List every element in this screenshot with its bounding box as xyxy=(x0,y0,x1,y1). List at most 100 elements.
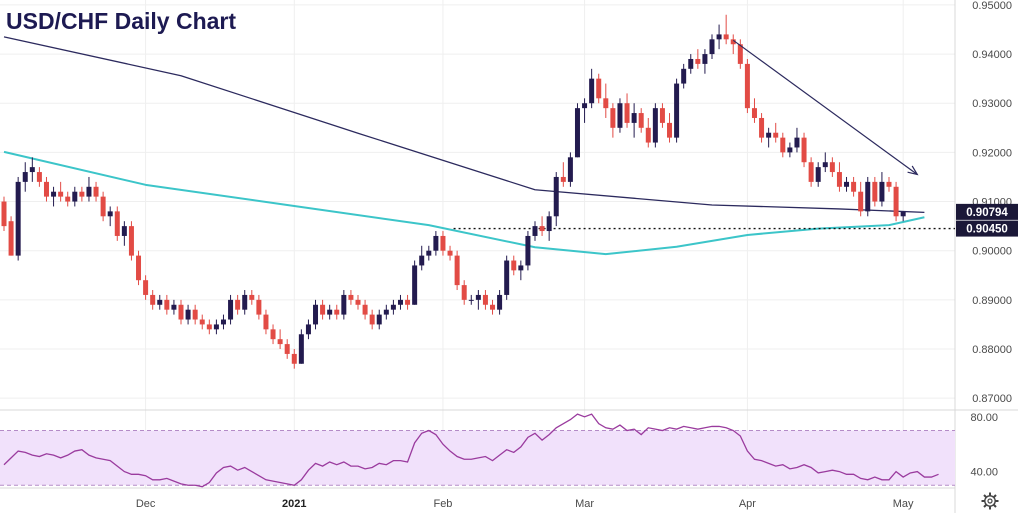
gear-icon[interactable] xyxy=(980,491,1000,511)
candle-body xyxy=(1,201,7,227)
candle-body xyxy=(43,181,49,197)
candle-body xyxy=(348,294,354,300)
candle-body xyxy=(192,309,198,320)
candle-body xyxy=(900,211,906,217)
price-label-text: 0.90794 xyxy=(966,207,1008,219)
candle-body xyxy=(801,137,807,163)
time-tick-label: May xyxy=(893,498,914,510)
candle-body xyxy=(150,294,156,305)
candle-body xyxy=(681,68,687,84)
candle-body xyxy=(702,54,708,64)
candle-body xyxy=(461,285,467,300)
candle-body xyxy=(829,162,835,173)
candle-body xyxy=(617,103,623,128)
candle-body xyxy=(114,211,120,236)
rsi-tick-label: 80.00 xyxy=(970,412,998,424)
candle-body xyxy=(171,304,177,310)
candle-body xyxy=(546,216,552,232)
candle-body xyxy=(447,250,453,256)
candle-body xyxy=(645,127,651,143)
candle-body xyxy=(284,344,290,354)
candle-body xyxy=(468,299,474,301)
candle-body xyxy=(256,299,262,315)
candle-body xyxy=(652,108,658,143)
candle-body xyxy=(716,34,722,40)
time-tick-label: Dec xyxy=(136,498,156,510)
price-tick-label: 0.88000 xyxy=(972,344,1012,356)
price-tick-label: 0.93000 xyxy=(972,98,1012,110)
candle-body xyxy=(553,176,559,217)
candle-body xyxy=(886,181,892,187)
price-tick-label: 0.95000 xyxy=(972,0,1012,12)
candle-body xyxy=(532,226,538,236)
candle-body xyxy=(72,191,78,202)
candle-body xyxy=(631,113,637,123)
candle-body xyxy=(390,304,396,310)
candle-body xyxy=(313,304,319,325)
candle-body xyxy=(320,304,326,315)
candle-body xyxy=(369,314,375,325)
candle-body xyxy=(228,299,234,320)
price-label-text: 0.90450 xyxy=(966,224,1008,236)
candle-body xyxy=(242,294,248,310)
candle-body xyxy=(419,255,425,266)
candle-body xyxy=(603,98,609,109)
candle-body xyxy=(582,103,588,109)
candle-body xyxy=(744,63,750,109)
price-tick-label: 0.87000 xyxy=(972,393,1012,405)
candle-body xyxy=(759,117,765,138)
candle-body xyxy=(412,265,418,305)
candle-body xyxy=(766,132,772,138)
candle-body xyxy=(475,294,481,300)
rsi-line xyxy=(3,413,939,488)
candle-body xyxy=(596,78,602,99)
candle-body xyxy=(525,235,531,266)
candle-body xyxy=(490,304,496,310)
candle-body xyxy=(51,191,57,197)
candle-body xyxy=(305,324,311,335)
candle-body xyxy=(157,299,163,305)
candle-body xyxy=(136,255,142,281)
candle-body xyxy=(454,255,460,286)
candle-body xyxy=(185,309,191,320)
candle-body xyxy=(270,329,276,340)
candle-body xyxy=(235,299,241,310)
candle-body xyxy=(355,299,361,305)
price-tick-label: 0.94000 xyxy=(972,49,1012,61)
candle-body xyxy=(709,39,715,55)
candle-body xyxy=(121,226,127,236)
candle-body xyxy=(659,108,665,123)
candle-body xyxy=(836,172,842,187)
candle-body xyxy=(610,108,616,128)
candle-body xyxy=(737,44,743,64)
candle-body xyxy=(128,226,134,256)
candle-body xyxy=(178,304,184,320)
candle-body xyxy=(872,181,878,202)
candle-body xyxy=(723,34,729,40)
candle-body xyxy=(334,309,340,315)
candle-body xyxy=(567,157,573,182)
candle-body xyxy=(291,353,297,364)
candle-body xyxy=(787,147,793,153)
candle-body xyxy=(263,314,269,330)
candle-body xyxy=(93,186,99,197)
candle-body xyxy=(426,250,432,256)
candle-body xyxy=(589,78,595,104)
candle-body xyxy=(22,172,28,182)
candle-body xyxy=(695,58,701,64)
candle-body xyxy=(497,294,503,310)
candle-body xyxy=(879,181,885,202)
trend-arrow-line xyxy=(732,39,918,175)
candle-body xyxy=(220,319,226,325)
time-tick-label: 2021 xyxy=(282,498,306,510)
candle-body xyxy=(773,132,779,138)
candle-body xyxy=(206,324,212,330)
candle-body xyxy=(482,294,488,305)
candle-body xyxy=(100,196,106,217)
candle-body xyxy=(383,309,389,315)
short-moving-average-line xyxy=(3,150,925,256)
price-tick-label: 0.89000 xyxy=(972,295,1012,307)
candle-body xyxy=(277,339,283,345)
